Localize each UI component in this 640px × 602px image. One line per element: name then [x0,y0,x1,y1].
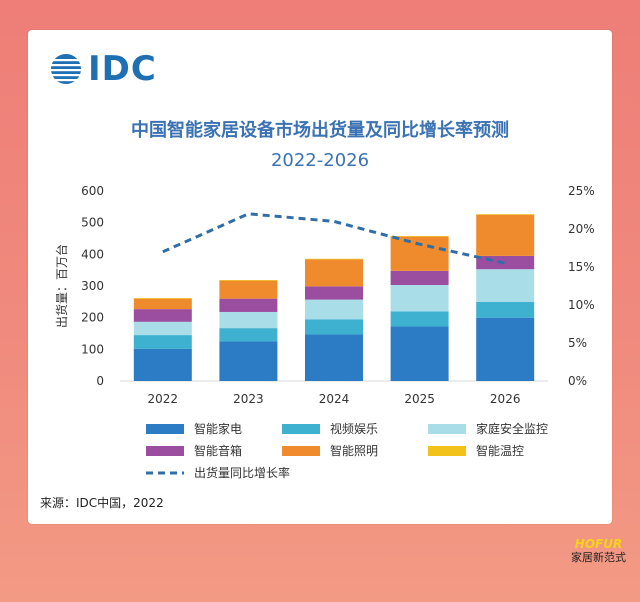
bar-segment-home_security [133,321,192,336]
bar-segment-smart_lighting [305,259,363,287]
bar-segment-video_entertainment [305,319,363,335]
y-tick-label: 100 [81,342,104,356]
bar-segment-smart_temp [305,258,363,260]
bar-segment-smart_speaker [476,255,535,270]
y-tick-label: 600 [81,184,104,198]
x-tick-label: 2025 [404,392,435,406]
bar-segment-video_entertainment [133,335,192,349]
legend-label: 智能照明 [330,443,378,458]
legend-swatch [282,446,320,456]
x-tick-label: 2023 [233,392,264,406]
logo-text: IDC [88,49,157,89]
bar-segment-smart_speaker [305,286,363,300]
bar-segment-smart_appliance [390,326,449,381]
bar-segment-video_entertainment [476,301,535,318]
source-note: 来源：IDC中国，2022 [40,496,164,510]
y-tick-label: 400 [81,247,104,261]
y-tick-label: 300 [81,279,104,293]
chart-title: 中国智能家居设备市场出货量及同比增长率预测 [131,120,509,141]
y-tick-label: 500 [81,216,104,230]
bar-segment-video_entertainment [219,328,278,342]
bar-segment-smart_temp [476,214,535,215]
y2-tick-label: 10% [568,298,595,312]
legend-label: 智能音箱 [194,443,242,458]
chart-area: 0 100 200 300 400 500 600 0% 5% 10% 15% 20% 25% 出货量：百… [54,184,595,480]
bar-segment-smart_lighting [390,236,449,271]
y2-tick-label: 0% [568,374,587,388]
chart-card: IDC 中国智能家居设备市场出货量及同比增长率预测 2022-2026 0 100… [28,30,612,524]
x-tick-label: 2022 [148,392,179,406]
bar-segment-smart_lighting [133,298,192,310]
legend-swatch [146,424,184,434]
globe-icon [50,54,82,84]
legend-label: 视频娱乐 [330,421,378,436]
legend-swatch [428,424,466,434]
legend-label: 智能家电 [194,421,242,436]
y-tick-label: 200 [81,311,104,325]
legend-swatch [146,446,184,456]
bar-segment-home_security [390,285,449,312]
y2-tick-label: 15% [568,260,595,274]
y2-tick-label: 25% [568,184,595,198]
growth-rate-line [162,212,506,265]
bar-segment-smart_appliance [133,348,192,381]
y2-tick-label: 20% [568,222,595,236]
legend-label: 智能温控 [476,443,524,458]
x-tick-label: 2026 [490,392,521,406]
bar-segment-smart_appliance [219,341,278,381]
y-axis-label: 出货量：百万台 [54,244,69,328]
legend-swatch [428,446,466,456]
bar-segment-smart_lighting [476,214,535,256]
bar-segment-video_entertainment [390,311,449,327]
bar-segment-smart_temp [390,235,449,237]
bar-segment-smart_appliance [305,334,363,381]
bar-segment-home_security [476,269,535,302]
brand-en: HOFUR [574,537,623,551]
bar-segment-home_security [305,299,363,320]
legend-label: 家庭安全监控 [476,421,548,436]
bar-segment-smart_speaker [133,309,192,322]
chart-subtitle: 2022-2026 [270,150,370,171]
bar-segment-smart_lighting [219,280,278,299]
brand-cn: 家居新范式 [571,551,626,564]
legend-line-label: 出货量同比增长率 [194,465,290,480]
idc-logo: IDC [50,50,157,88]
bar-segment-smart_speaker [219,298,278,312]
y2-tick-label: 5% [568,336,587,350]
bar-segment-home_security [219,311,278,329]
y-tick-label: 0 [96,374,104,388]
bar-segment-smart_temp [219,279,278,281]
bar-segment-smart_appliance [476,317,535,381]
bar-segment-smart_speaker [390,270,449,286]
brand-watermark: HOFUR 家居新范式 [571,538,626,563]
x-tick-label: 2024 [319,392,350,406]
bar-segment-smart_temp [133,298,192,299]
legend-swatch [282,424,320,434]
